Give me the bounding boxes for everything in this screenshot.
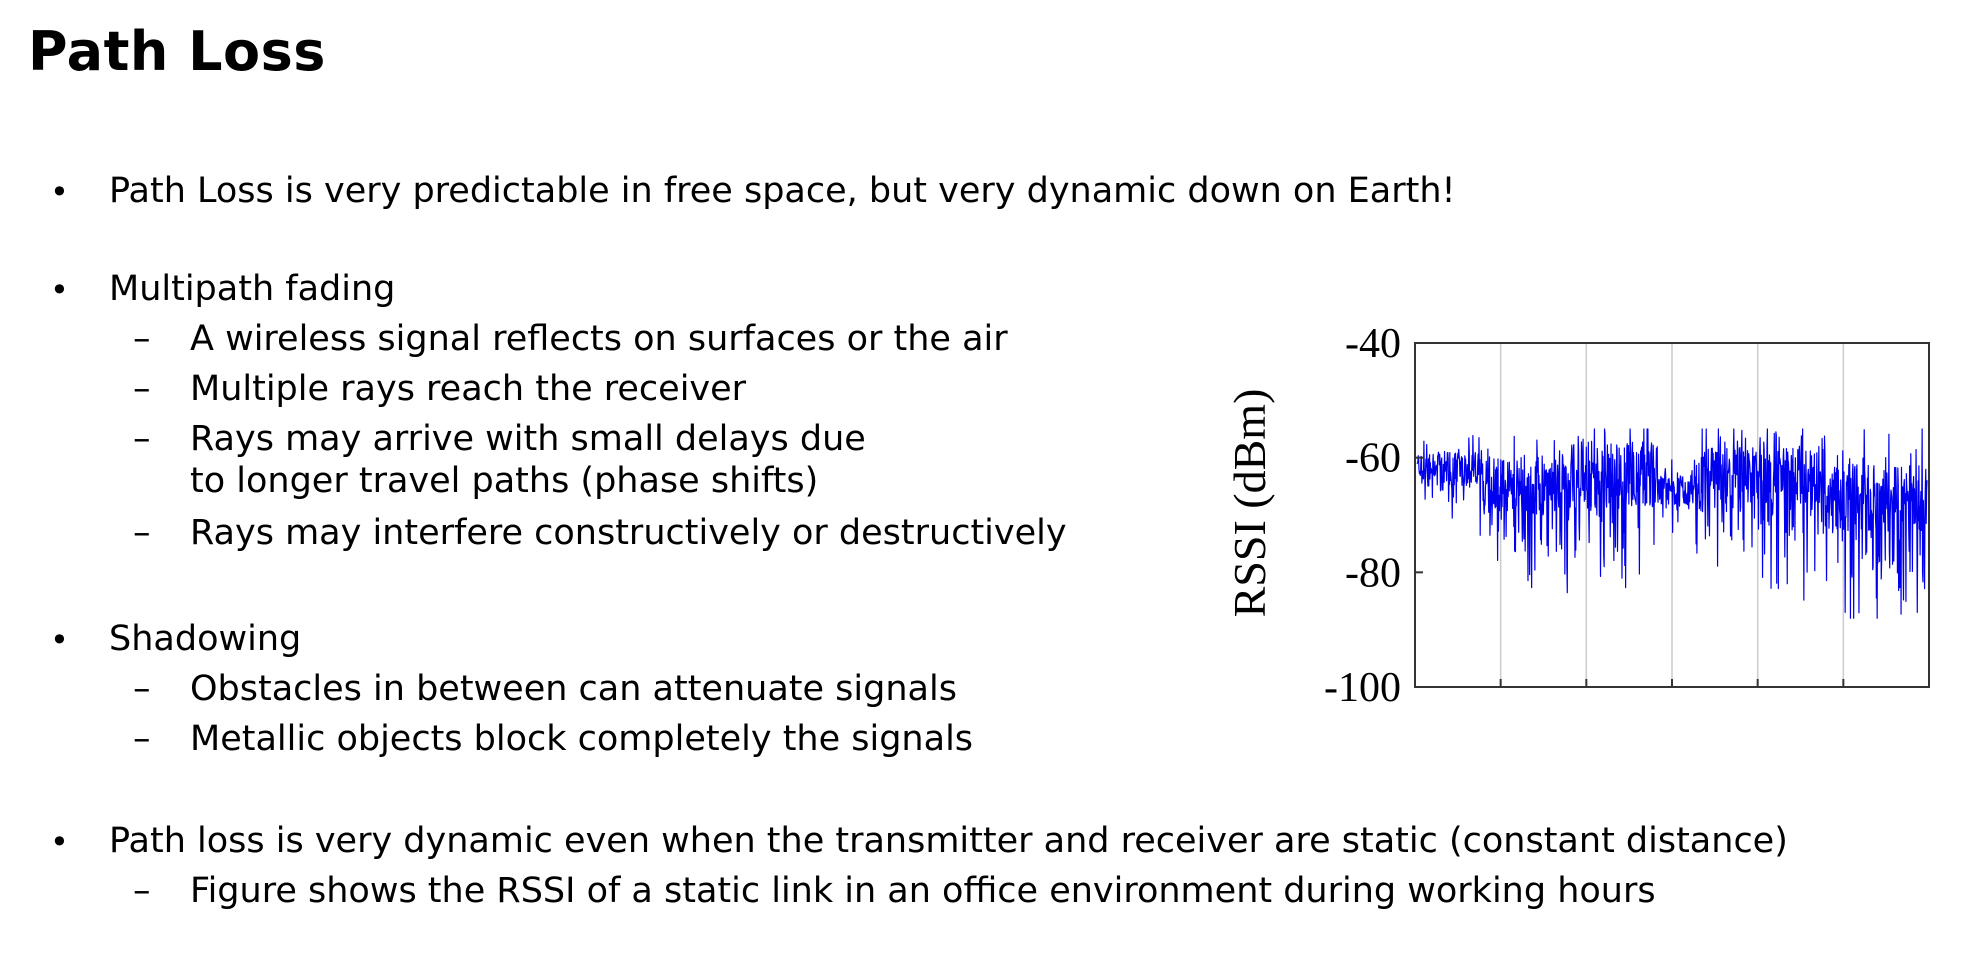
- dash-icon: –: [133, 513, 151, 553]
- dash-icon: –: [133, 871, 151, 911]
- bullet-text: Path Loss is very predictable in free sp…: [109, 171, 1456, 211]
- sub-bullet-text: Multiple rays reach the receiver: [190, 369, 747, 409]
- chart-series: [1416, 428, 1928, 619]
- dash-icon: –: [133, 369, 151, 409]
- sub-bullet-text-continued: to longer travel paths (phase shifts): [190, 461, 819, 501]
- bullet-icon: •: [50, 173, 69, 211]
- rssi-series-line: [1416, 428, 1928, 619]
- y-tick-label: -40: [1345, 321, 1401, 367]
- y-tick-label: -80: [1345, 550, 1401, 596]
- dash-icon: –: [133, 719, 151, 759]
- sub-bullet-text: A wireless signal reflects on surfaces o…: [190, 319, 1008, 359]
- dash-icon: –: [133, 419, 151, 459]
- bullet-icon: •: [50, 823, 69, 861]
- bullet-text: Multipath fading: [109, 269, 396, 309]
- y-tick-labels: -40 -60 -80 -100: [1324, 321, 1423, 711]
- sub-bullet-text: Rays may arrive with small delays due: [190, 419, 866, 459]
- plot-frame: [1414, 342, 1930, 688]
- bullet-text: Shadowing: [109, 619, 302, 659]
- sub-bullet-text: Metallic objects block completely the si…: [190, 719, 974, 759]
- sub-bullet-text: Obstacles in between can attenuate signa…: [190, 669, 957, 709]
- bullet-icon: •: [50, 271, 69, 309]
- y-axis-label: RSSI (dBm): [1230, 389, 1275, 618]
- page-title: Path Loss: [28, 20, 326, 83]
- dash-icon: –: [133, 669, 151, 709]
- bullet-icon: •: [50, 621, 69, 659]
- bullet-text: Path loss is very dynamic even when the …: [109, 821, 1788, 861]
- sub-bullet-text: Figure shows the RSSI of a static link i…: [190, 871, 1656, 911]
- sub-bullet-text: Rays may interfere constructively or des…: [190, 513, 1067, 553]
- rssi-chart-svg: -40 -60 -80 -100 RSSI (dBm): [1230, 321, 1930, 711]
- y-tick-label: -100: [1324, 665, 1401, 711]
- rssi-chart: -40 -60 -80 -100 RSSI (dBm): [1230, 305, 1950, 725]
- y-tick-label: -60: [1345, 436, 1401, 482]
- dash-icon: –: [133, 319, 151, 359]
